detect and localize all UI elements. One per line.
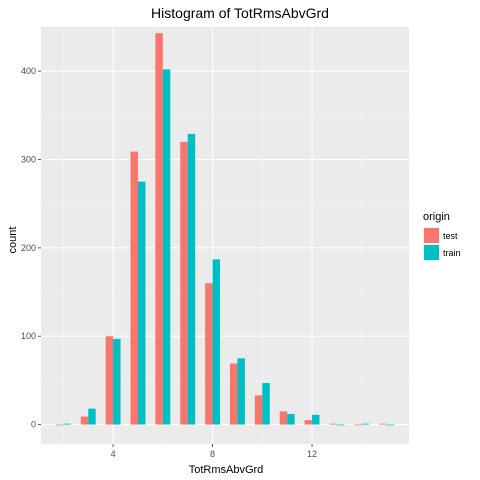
- bar-train-4: [113, 338, 121, 425]
- bar-test-6: [155, 33, 163, 425]
- bar-test-5: [130, 151, 138, 425]
- x-tick-label: 8: [210, 449, 215, 459]
- legend-label-test: test: [443, 231, 458, 241]
- bar-test-12: [304, 420, 313, 425]
- bar-test-13: [329, 423, 337, 425]
- bar-test-15: [379, 423, 387, 425]
- bar-train-3: [88, 408, 96, 425]
- bar-train-15: [386, 424, 395, 426]
- bar-train-14: [361, 423, 370, 425]
- legend: origin test train: [423, 211, 461, 261]
- y-axis-ticks: 0 100 200 300 400: [21, 66, 41, 430]
- bar-test-4: [105, 336, 114, 425]
- y-axis-title: count: [7, 227, 19, 254]
- x-axis-ticks: 4 8 12: [111, 444, 317, 459]
- plot-panel: [41, 27, 409, 444]
- bar-test-14: [354, 424, 362, 426]
- bar-train-9: [237, 358, 245, 425]
- chart-title: Histogram of TotRmsAbvGrd: [151, 5, 329, 21]
- y-tick-label: 200: [21, 243, 36, 253]
- bar-test-8: [205, 283, 213, 425]
- legend-title: origin: [423, 211, 450, 223]
- bar-train-12: [312, 414, 320, 425]
- bar-test-11: [279, 411, 288, 425]
- bar-train-11: [287, 413, 295, 425]
- y-tick-label: 0: [31, 420, 36, 430]
- bar-train-8: [212, 259, 221, 425]
- y-tick-label: 100: [21, 331, 36, 341]
- y-tick-label: 400: [21, 66, 36, 76]
- legend-swatch-train: [424, 245, 439, 260]
- legend-swatch-test: [424, 228, 439, 243]
- bar-test-9: [229, 363, 238, 425]
- bar-train-2: [63, 423, 71, 425]
- y-tick-label: 300: [21, 155, 36, 165]
- bar-test-3: [80, 416, 89, 425]
- bar-train-7: [187, 133, 196, 425]
- bar-test-10: [254, 395, 263, 425]
- x-tick-label: 12: [307, 449, 317, 459]
- x-tick-label: 4: [111, 449, 116, 459]
- bar-train-13: [336, 424, 345, 426]
- bar-train-6: [162, 69, 171, 425]
- bar-test-2: [55, 424, 64, 426]
- legend-label-train: train: [443, 248, 461, 258]
- bar-train-10: [262, 383, 270, 425]
- x-axis-title: TotRmsAbvGrd: [189, 464, 264, 476]
- bar-train-5: [137, 181, 146, 425]
- bars: [55, 33, 395, 426]
- bar-test-7: [180, 141, 188, 425]
